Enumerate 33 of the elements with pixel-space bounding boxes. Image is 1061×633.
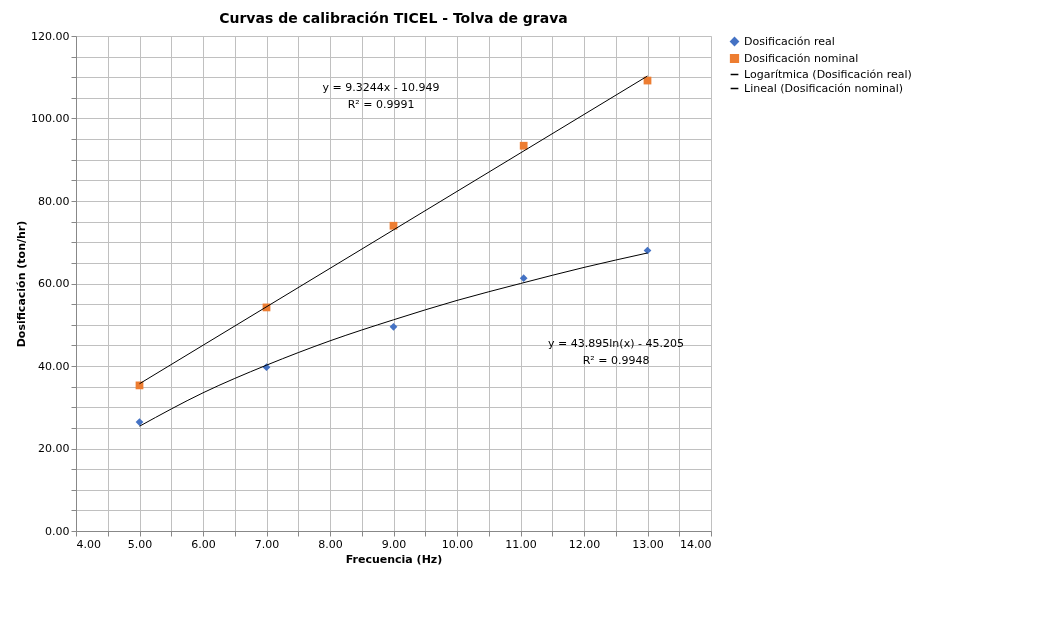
y-tick-label: 20.00 bbox=[38, 442, 70, 455]
y-axis-title: Dosificación (ton/hr) bbox=[15, 220, 29, 348]
x-tick-label: 14.00 bbox=[680, 537, 712, 551]
point bbox=[389, 322, 398, 331]
point bbox=[519, 141, 528, 150]
legend-label: Lineal (Dosificación nominal) bbox=[744, 81, 904, 95]
y-tick-label: 120.00 bbox=[31, 29, 70, 43]
y-tick-label: 0.00 bbox=[45, 524, 70, 538]
x-tick-label: 12.00 bbox=[568, 537, 601, 551]
chart-title: Curvas de calibración TICEL - Tolva de grava bbox=[219, 10, 568, 26]
point bbox=[519, 274, 528, 283]
legend-label: Logarítmica (Dosificación real) bbox=[744, 67, 912, 81]
x-tick-label: 11.00 bbox=[505, 537, 537, 551]
legend-label: Dosificación nominal bbox=[744, 51, 859, 65]
y-tick-label: 40.00 bbox=[38, 359, 70, 373]
x-tick-label: 13.00 bbox=[632, 537, 664, 551]
annotation: y = 9.3244x - 10.949 bbox=[322, 81, 440, 94]
x-tick-label: 9.00 bbox=[381, 537, 407, 551]
x-tick-label: 5.00 bbox=[127, 537, 153, 551]
point bbox=[135, 418, 144, 426]
annotation: R² = 0.9991 bbox=[347, 98, 415, 111]
x-tick-label: 4.00 bbox=[76, 537, 101, 551]
x-tick-label: 8.00 bbox=[318, 537, 343, 551]
legend-label: Dosificación real bbox=[744, 34, 835, 48]
y-tick-label: 60.00 bbox=[38, 277, 70, 290]
y-tick-label: 80.00 bbox=[38, 194, 70, 208]
x-axis-title: Frecuencia (Hz) bbox=[345, 552, 443, 566]
x-tick-label: 10.00 bbox=[441, 537, 474, 551]
x-tick-label: 7.00 bbox=[254, 537, 280, 551]
y-tick-label: 100.00 bbox=[31, 112, 70, 125]
annotation: R² = 0.9948 bbox=[582, 354, 650, 367]
annotation: y = 43.895ln(x) - 45.205 bbox=[548, 337, 684, 350]
x-tick-label: 6.00 bbox=[191, 537, 216, 551]
